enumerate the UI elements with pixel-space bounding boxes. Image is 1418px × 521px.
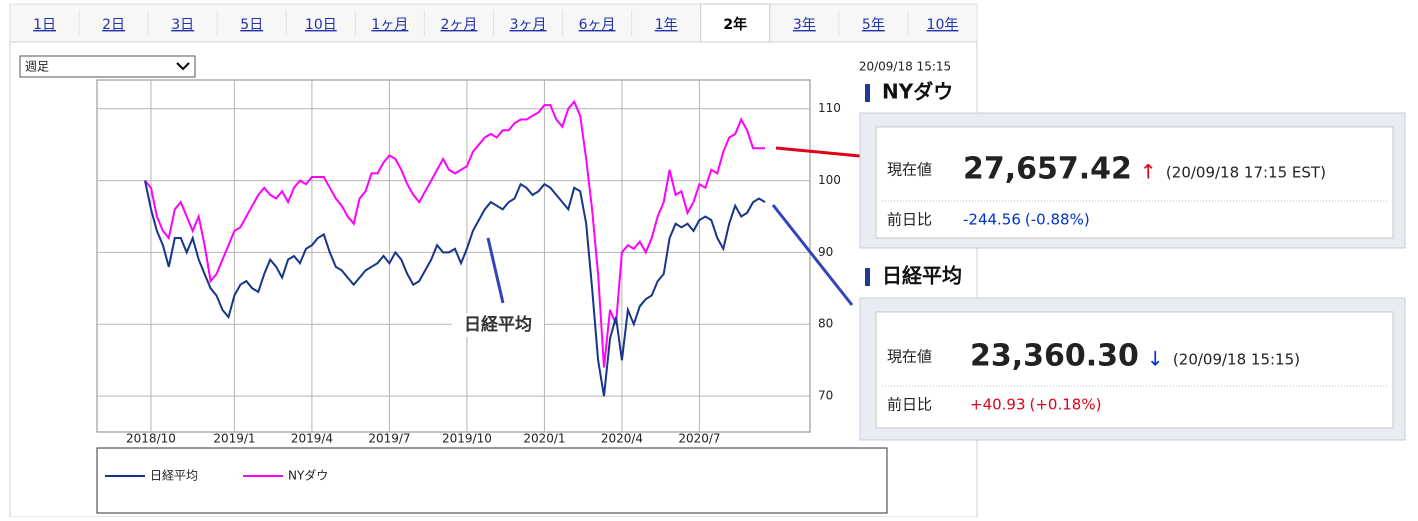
quote-time: (20/09/18 17:15 EST) [1166, 164, 1326, 182]
x-tick-label: 2020/7 [678, 432, 720, 446]
x-tick-label: 2019/4 [291, 432, 333, 446]
tab[interactable]: 3日 [171, 17, 194, 33]
y-tick-label: 90 [818, 245, 833, 259]
period-select[interactable] [19, 55, 196, 78]
tab[interactable]: 2日 [102, 17, 125, 33]
y-tick-label: 80 [818, 317, 833, 331]
tab[interactable]: 1年 [655, 17, 678, 33]
x-tick-label: 2019/7 [368, 432, 410, 446]
y-tick-label: 70 [818, 389, 833, 403]
tab[interactable]: 3年 [793, 17, 816, 33]
annotation-bg [452, 313, 544, 337]
y-tick-label: 100 [818, 173, 841, 187]
timestamp: 20/09/18 15:15 [859, 60, 951, 74]
tab[interactable]: 5年 [862, 17, 885, 33]
connector [771, 204, 854, 306]
tab[interactable]: 1日 [33, 17, 56, 33]
quote-title: 日経平均 [882, 264, 962, 288]
legend-label: NYダウ [288, 468, 328, 483]
tab-active-bg [700, 3, 771, 45]
tab[interactable]: 3ヶ月 [510, 17, 547, 33]
tab[interactable]: 10日 [305, 17, 337, 33]
legend-box [96, 447, 888, 514]
y-tick-label: 110 [818, 101, 841, 115]
annotation-pointer [486, 237, 505, 304]
header-bar [865, 268, 870, 286]
tab-bar: 1日 2日 3日 5日 10日 1ヶ月 2ヶ月 3ヶ月 6ヶ月 1年 2年 3年 5年 10年 [9, 3, 978, 45]
current-label: 現在値 [887, 161, 932, 179]
quote-title: NYダウ [882, 80, 953, 104]
series-line [144, 180, 766, 397]
period-select-value[interactable]: 週足 [25, 60, 49, 74]
series-line [144, 99, 765, 368]
change: +40.93 [970, 396, 1026, 414]
quote-box [875, 126, 1394, 239]
annotation: 日経平均 [464, 314, 532, 335]
tab[interactable]: 2ヶ月 [441, 17, 478, 33]
price-arrow: ↑ [1140, 160, 1157, 184]
change-percent: (-0.88%) [1025, 211, 1090, 229]
change-label: 前日比 [887, 396, 932, 414]
price: 23,360.30 [970, 339, 1139, 374]
tab[interactable]: 10年 [927, 17, 959, 33]
x-tick-label: 2019/10 [442, 432, 492, 446]
price-arrow: ↓ [1147, 347, 1164, 371]
x-tick-label: 2020/4 [601, 432, 643, 446]
change: -244.56 [963, 211, 1021, 229]
x-tick-label: 2020/1 [523, 432, 565, 446]
header-bar [865, 84, 870, 102]
select-chevron [176, 62, 190, 71]
tab[interactable]: 1ヶ月 [371, 17, 408, 33]
x-tick-label: 2019/1 [213, 432, 255, 446]
change-label: 前日比 [887, 211, 932, 229]
connector [775, 146, 861, 158]
tab[interactable]: 2年 [723, 16, 747, 33]
quote-box [875, 311, 1394, 429]
chart: 2018/10 2019/1 2019/4 2019/7 2019/10 2020/1 20… [96, 79, 888, 514]
change-percent: (+0.18%) [1030, 396, 1102, 414]
plot-area [96, 79, 811, 433]
x-tick-label: 2018/10 [126, 432, 176, 446]
tab[interactable]: 6ヶ月 [579, 17, 616, 33]
current-label: 現在値 [887, 348, 932, 366]
legend-label: 日経平均 [150, 469, 198, 483]
tab[interactable]: 5日 [240, 17, 263, 33]
quote-time: (20/09/18 15:15) [1173, 351, 1300, 369]
price: 27,657.42 [963, 152, 1132, 187]
